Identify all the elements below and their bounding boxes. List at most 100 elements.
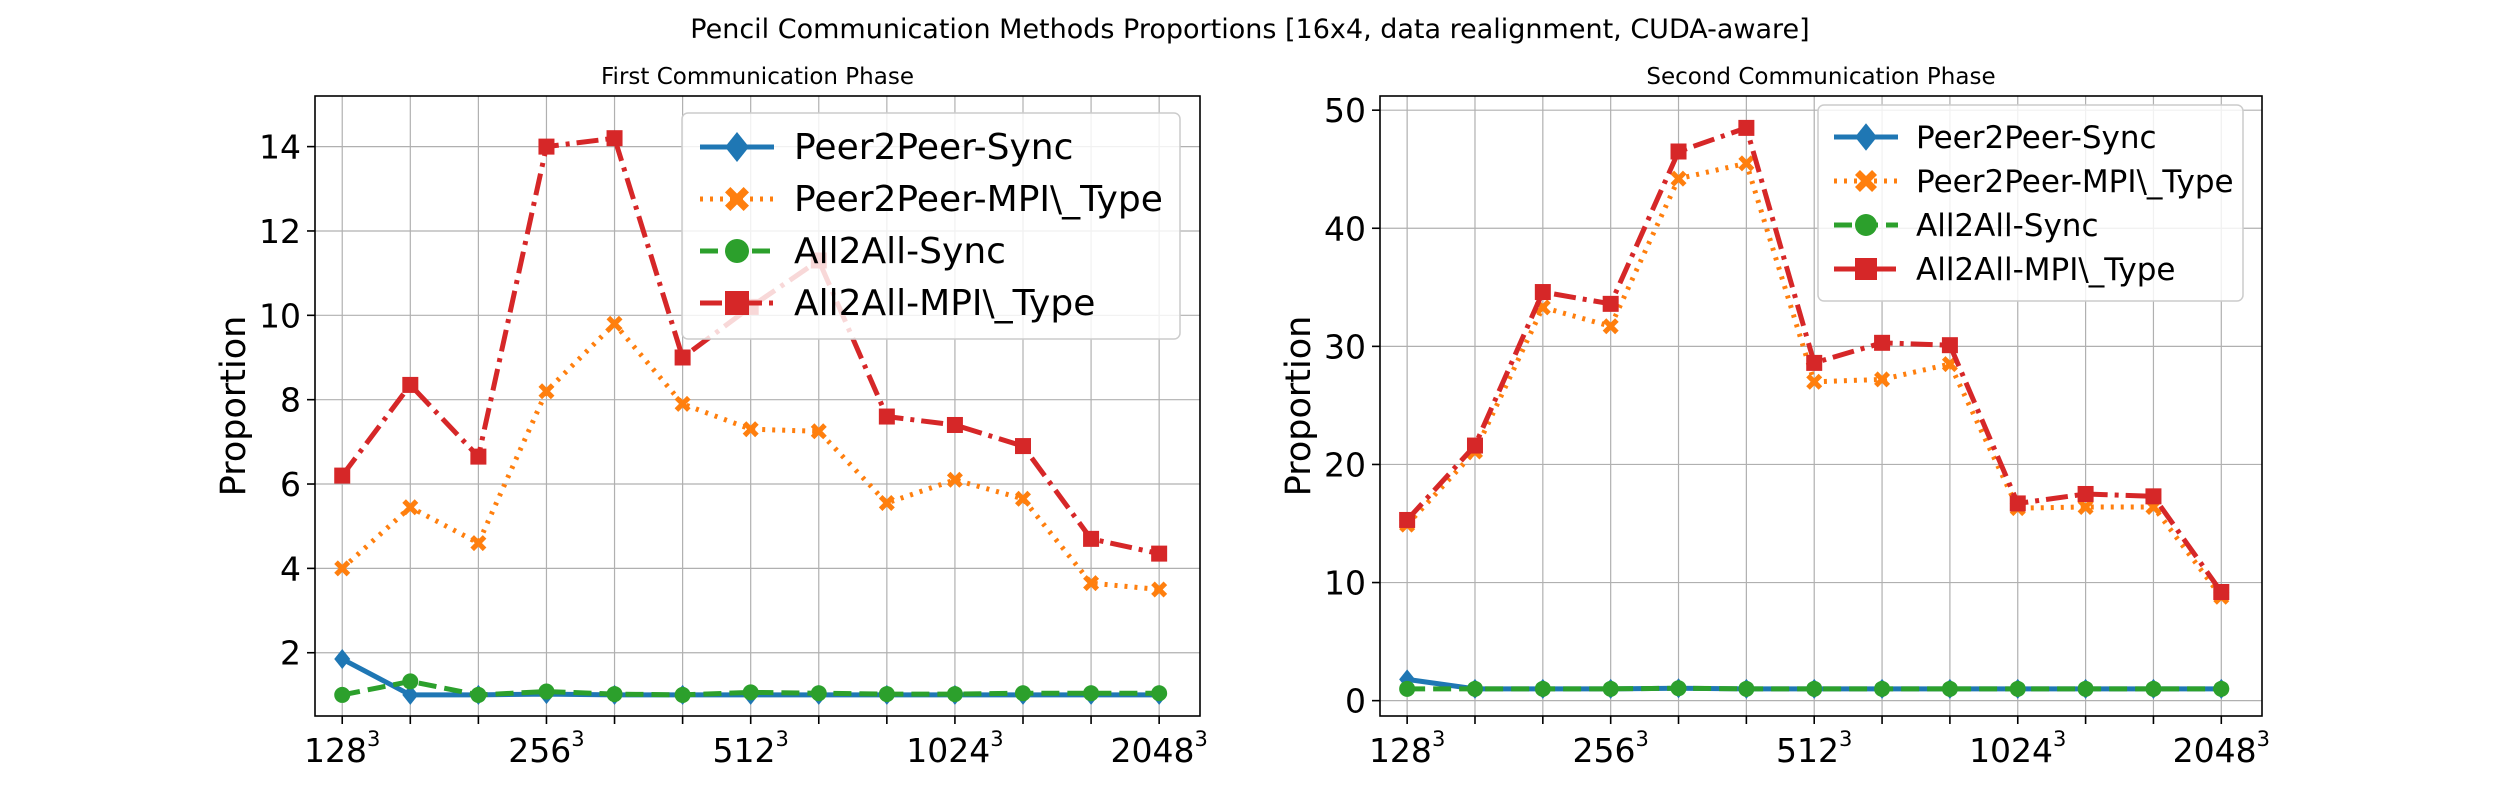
series-all2all-sync <box>1399 680 2230 697</box>
data-point <box>334 649 351 670</box>
data-point <box>1602 318 1619 335</box>
data-point <box>1083 685 1100 702</box>
legend-item-peer2peer-mpi-type: Peer2Peer-MPI\_Type <box>1834 164 2234 200</box>
data-point <box>1670 680 1687 697</box>
data-point <box>1738 119 1755 136</box>
data-point <box>1399 511 1416 528</box>
data-point <box>402 376 419 393</box>
data-point <box>2009 495 2026 512</box>
x-tick-label: 2563 <box>508 727 584 770</box>
data-point <box>1015 490 1031 507</box>
legend-label: Peer2Peer-Sync <box>794 127 1073 168</box>
data-point <box>810 685 827 702</box>
data-point <box>606 686 623 703</box>
data-point <box>1806 680 1823 697</box>
legend-marker <box>725 291 749 315</box>
x-tick-label: 20483 <box>1110 727 1207 770</box>
data-point <box>1806 373 1823 390</box>
y-tick-label: 30 <box>1324 327 1366 366</box>
plot-frame <box>314 95 1201 717</box>
legend-label: Peer2Peer-Sync <box>1916 120 2157 156</box>
data-point <box>2213 680 2230 697</box>
data-point <box>1806 354 1823 371</box>
data-point <box>2077 498 2094 515</box>
legend-item-peer2peer-sync: Peer2Peer-Sync <box>700 127 1073 168</box>
data-point <box>2145 488 2162 505</box>
legend-marker <box>725 187 749 211</box>
x-tick-label: 5123 <box>713 727 789 770</box>
legend-marker <box>1855 170 1877 192</box>
legend-item-all2all-sync: All2All-Sync <box>700 231 1006 272</box>
data-point <box>1941 680 1958 697</box>
y-tick-label: 50 <box>1324 91 1366 130</box>
legend-marker <box>1855 214 1877 236</box>
panel-title: Second Communication Phase <box>1646 64 1995 90</box>
plot-frame <box>1379 95 2263 717</box>
data-point <box>538 138 555 155</box>
legend-marker <box>1855 258 1877 280</box>
series-all2all-mpi-type <box>1399 119 2230 600</box>
x-tick-label: 20483 <box>2173 727 2270 770</box>
legend-box <box>681 112 1181 340</box>
data-point <box>810 423 827 440</box>
data-point <box>538 383 555 400</box>
data-point <box>1738 680 1755 697</box>
data-point <box>2213 584 2230 600</box>
legend-label: All2All-Sync <box>1916 208 2099 244</box>
legend-item-all2all-mpi-type: All2All-MPI\_Type <box>700 283 1095 324</box>
data-point <box>674 349 691 366</box>
data-point <box>402 499 419 516</box>
data-point <box>470 535 487 552</box>
data-point <box>402 673 419 690</box>
y-tick-label: 40 <box>1324 209 1366 248</box>
data-point <box>1602 680 1619 697</box>
legend-marker <box>725 239 749 263</box>
data-point <box>606 315 623 332</box>
data-point <box>674 395 691 412</box>
data-point <box>334 686 351 703</box>
data-point <box>1941 337 1958 354</box>
data-point <box>1602 295 1619 312</box>
legend-label: All2All-MPI\_Type <box>1916 252 2176 288</box>
legend-label: Peer2Peer-MPI\_Type <box>1916 164 2234 200</box>
y-tick-label: 10 <box>259 296 301 335</box>
data-point <box>946 686 963 703</box>
data-point <box>1670 170 1687 187</box>
data-point <box>2077 680 2094 697</box>
x-tick-label: 1283 <box>1369 727 1445 770</box>
data-point <box>1466 437 1483 454</box>
y-tick-label: 6 <box>280 465 301 504</box>
data-point <box>878 686 895 703</box>
y-tick-label: 8 <box>280 381 301 420</box>
data-point <box>606 130 623 147</box>
y-tick-label: 0 <box>1345 682 1366 721</box>
data-point <box>2145 680 2162 697</box>
panel-first-phase: First Communication Phase 2 4 6 8 10 12 14 1283 2… <box>214 64 1208 770</box>
data-point <box>742 684 759 701</box>
y-tick-label: 10 <box>1324 564 1366 603</box>
y-tick-label: 12 <box>259 212 301 251</box>
legend-item-peer2peer-mpi-type: Peer2Peer-MPI\_Type <box>700 179 1163 220</box>
legend-marker <box>1855 123 1877 151</box>
data-point <box>742 421 759 438</box>
x-tick-label: 2563 <box>1572 727 1648 770</box>
data-point <box>402 684 419 705</box>
y-axis-label: Proportion <box>214 316 254 497</box>
figure-title: Pencil Communication Methods Proportions… <box>690 14 1809 45</box>
panel-title: First Communication Phase <box>601 64 914 90</box>
legend-label: All2All-MPI\_Type <box>794 283 1095 324</box>
data-point <box>878 495 895 512</box>
y-tick-label: 4 <box>280 549 301 588</box>
y-tick-label: 2 <box>280 634 301 673</box>
legend-item-peer2peer-sync: Peer2Peer-Sync <box>1834 120 2157 156</box>
data-point <box>1534 284 1551 301</box>
data-point <box>2009 680 2026 697</box>
x-tick-label: 10243 <box>1969 727 2066 770</box>
data-point <box>1874 371 1891 388</box>
x-tick-label: 1283 <box>304 727 380 770</box>
data-point <box>470 686 487 703</box>
data-point <box>1015 438 1031 455</box>
data-point <box>470 448 487 465</box>
data-point <box>1083 530 1100 547</box>
